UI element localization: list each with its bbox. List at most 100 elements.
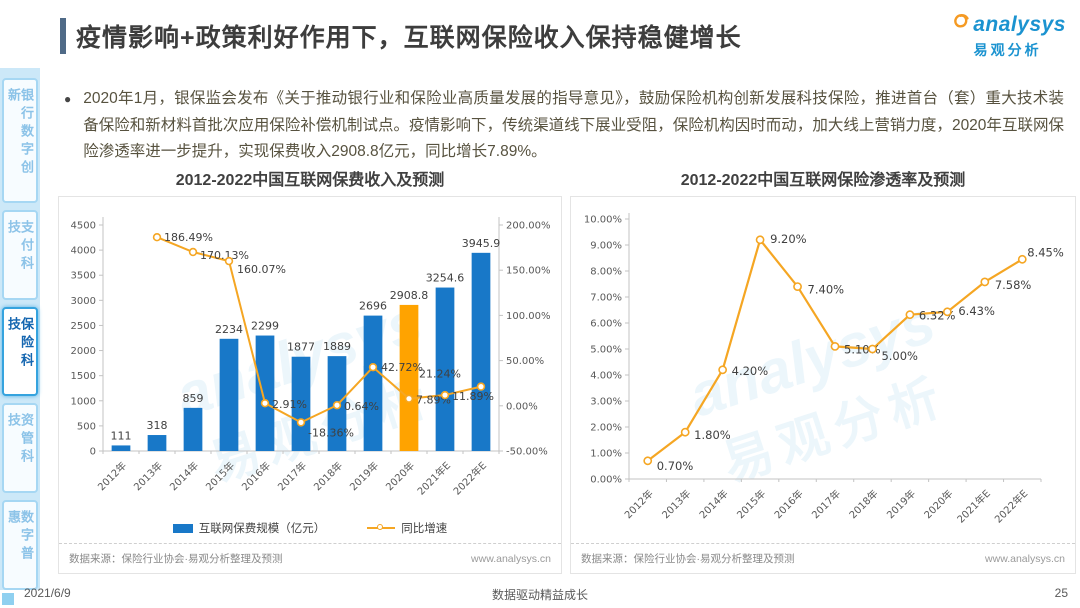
svg-text:7.58%: 7.58% [995,278,1032,292]
header: 疫情影响+政策利好作用下，互联网保险收入保持稳健增长 [60,18,930,54]
data-source-label: 数据来源：保险行业协会·易观分析整理及预测 [69,553,283,565]
svg-text:2299: 2299 [251,320,279,333]
svg-text:7.40%: 7.40% [808,283,845,297]
svg-text:2022年E: 2022年E [450,459,489,498]
svg-text:200.00%: 200.00% [506,221,551,232]
sidebar-tab-banking-digital-innovation[interactable]: 银行数字创新 [2,78,38,203]
svg-text:2013年: 2013年 [659,487,693,521]
axes: 0.00% 1.00% 2.00% 3.00% 4.00% 5.00% 6.00% 7.00%… [584,213,1042,526]
svg-text:42.72%: 42.72% [381,361,423,374]
svg-text:2015年: 2015年 [734,487,768,521]
data-source-label: 数据来源：保险行业协会·易观分析整理及预测 [581,553,795,565]
svg-text:2234: 2234 [215,323,243,336]
title-accent-bar [60,18,66,54]
svg-text:2014年: 2014年 [167,459,201,493]
page-number: 25 [1054,586,1068,600]
svg-text:0.64%: 0.64% [344,400,379,413]
svg-text:0.00%: 0.00% [506,401,538,412]
svg-text:318: 318 [147,419,168,432]
legend-line-label: 同比增速 [401,523,448,535]
svg-text:170.13%: 170.13% [200,249,249,262]
svg-text:1500: 1500 [71,371,96,382]
sidebar-tab-payment-tech[interactable]: 支付科技 [2,209,38,300]
svg-text:2000: 2000 [71,346,96,357]
svg-text:8.45%: 8.45% [1027,245,1064,259]
svg-text:150.00%: 150.00% [506,266,551,277]
svg-text:0.70%: 0.70% [657,459,694,473]
svg-text:50.00%: 50.00% [506,356,544,367]
svg-text:2.91%: 2.91% [272,398,307,411]
summary-text: 2020年1月，银保监会发布《关于推动银行业和保险业高质量发展的指导意见》，鼓励… [83,90,1064,161]
legend-item-premium-scale: 互联网保费规模（亿元） [172,520,326,536]
penetration-rate-chart: 0.00% 1.00% 2.00% 3.00% 4.00% 5.00% 6.00% 7.00%… [584,213,1064,526]
svg-text:2016年: 2016年 [239,459,273,493]
svg-text:1000: 1000 [71,396,96,407]
svg-text:1889: 1889 [323,340,351,353]
footer-slogan: 数据驱动精益成长 [491,588,588,602]
svg-text:5.00%: 5.00% [590,345,622,356]
svg-text:2013年: 2013年 [131,459,165,493]
svg-text:1.00%: 1.00% [590,449,622,460]
svg-text:4.20%: 4.20% [732,364,769,378]
svg-text:10.00%: 10.00% [584,215,622,226]
svg-text:2015年: 2015年 [203,459,237,493]
svg-text:2021年E: 2021年E [414,459,453,498]
svg-text:2017年: 2017年 [275,459,309,493]
analysys-logo: analysys 易观分析 [949,10,1066,60]
svg-text:2019年: 2019年 [347,459,381,493]
sidebar-tab-digital-inclusion[interactable]: 数字普惠 [2,500,38,590]
svg-text:3500: 3500 [71,271,96,282]
growth-line: 186.49% 170.13%160.07% 2.91% -18.36% 0.64% 42… [152,231,494,439]
bullet-icon: ● [64,92,72,106]
svg-text:9.00%: 9.00% [590,241,622,252]
legend-bar-label: 互联网保费规模（亿元） [198,523,326,535]
svg-text:2696: 2696 [359,300,387,313]
logo-subtitle: 易观分析 [973,42,1042,58]
premium-income-chart-title: 2012-2022中国互联网保费收入及预测 [175,172,445,189]
svg-text:0.00%: 0.00% [590,475,622,486]
svg-text:1.80%: 1.80% [694,428,731,442]
svg-text:0: 0 [90,447,96,458]
svg-text:3945.9: 3945.9 [462,237,501,250]
penetration-line: 0.70%1.80%4.20%9.20%7.40%5.10% 5.00%6.32%… [643,232,1064,473]
legend-item-growth: 同比增速 [367,520,447,536]
svg-text:1877: 1877 [287,341,315,354]
bottom-bar: 2021/6/9 数据驱动精益成长 25 [0,586,1080,606]
penetration-rate-chart-title: 2012-2022中国互联网保险渗透率及预测 [680,172,966,189]
slide-date: 2021/6/9 [24,586,71,600]
penetration-rate-chart-box: analysys 易观分析 0.00% 1.00% 2.00% 3.00% 4.00% 5… [570,196,1076,574]
svg-text:2018年: 2018年 [311,459,345,493]
corner-decoration [2,593,14,605]
svg-text:2908.8: 2908.8 [390,289,429,302]
svg-text:160.07%: 160.07% [237,263,286,276]
svg-text:4500: 4500 [71,221,96,232]
svg-text:3000: 3000 [71,296,96,307]
svg-text:3.00%: 3.00% [590,397,622,408]
sidebar-tab-insurance-tech[interactable]: 保险科技 [2,306,38,397]
svg-text:9.20%: 9.20% [770,232,807,246]
svg-text:-50.00%: -50.00% [506,447,548,458]
svg-text:3254.6: 3254.6 [426,272,465,285]
analysys-swirl-icon [949,10,973,39]
svg-text:7.00%: 7.00% [590,293,622,304]
svg-text:2022年E: 2022年E [992,487,1031,526]
svg-text:2014年: 2014年 [696,487,730,521]
svg-text:111: 111 [111,429,132,442]
svg-text:2020年: 2020年 [383,459,417,493]
svg-text:4.00%: 4.00% [590,371,622,382]
svg-text:2500: 2500 [71,321,96,332]
sidebar-tab-asset-mgmt-tech[interactable]: 资管科技 [2,403,38,494]
penetration-rate-panel: 2012-2022中国互联网保险渗透率及预测 analysys 易观分析 0.0… [570,170,1076,574]
svg-text:21.24%: 21.24% [419,368,461,381]
summary-bullet: ● 2020年1月，银保监会发布《关于推动银行业和保险业高质量发展的指导意见》，… [64,86,1064,166]
premium-income-chart: 0 500 1000 1500 2000 2500 3000 3500 4000 4500 -50.… [71,217,551,498]
svg-text:8.00%: 8.00% [590,267,622,278]
analysys-website-link[interactable]: www.analysys.cn [985,552,1065,565]
svg-text:2020年: 2020年 [921,487,955,521]
svg-text:100.00%: 100.00% [506,311,551,322]
svg-text:2017年: 2017年 [809,487,843,521]
analysys-website-link[interactable]: www.analysys.cn [471,552,551,565]
svg-text:11.89%: 11.89% [452,390,494,403]
